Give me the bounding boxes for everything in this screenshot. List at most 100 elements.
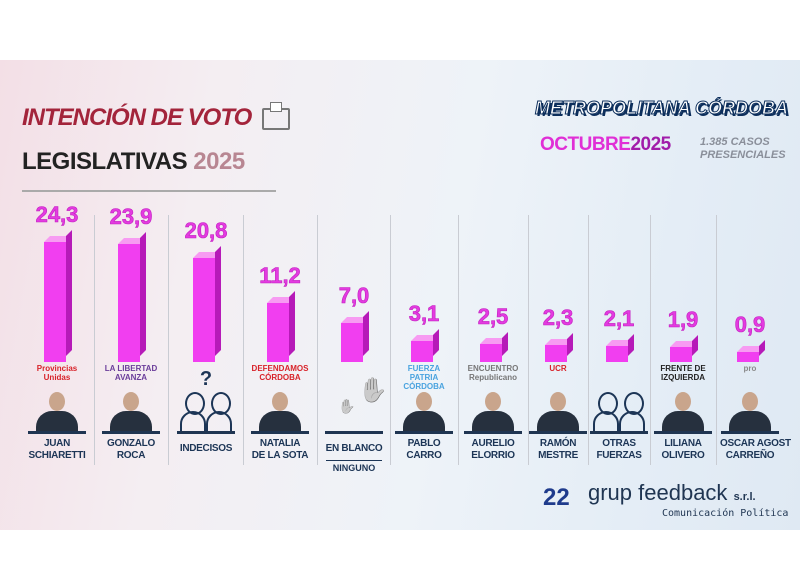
name-line-1: AURELIO — [471, 438, 515, 449]
candidate-name: GONZALO ROCA — [101, 438, 161, 462]
column-divider — [317, 215, 318, 465]
name-line-2: MESTRE — [538, 450, 578, 461]
photo-body — [729, 411, 771, 432]
column-divider — [243, 215, 244, 465]
bar-10 — [737, 339, 765, 362]
photo-head — [675, 392, 691, 411]
column-divider — [528, 215, 529, 465]
candidate-name: INDECISOS — [176, 443, 236, 455]
photo-base — [721, 431, 779, 434]
value-label: 2,1 — [603, 306, 635, 332]
candidate-photo — [107, 390, 155, 432]
name-line-1: OTRAS — [602, 438, 636, 449]
value-label: 23,9 — [109, 203, 153, 229]
bar-6 — [480, 332, 508, 362]
title-year: 2025 — [193, 148, 245, 175]
candidate-photo — [256, 390, 304, 432]
bar-0 — [44, 229, 72, 362]
value-label: 11,2 — [259, 263, 301, 289]
survey-year: 2025 — [630, 134, 671, 155]
name-line-1: LILIANA — [664, 438, 702, 449]
column-divider — [650, 215, 651, 465]
outline-body — [619, 411, 645, 432]
name-line-1: GONZALO — [107, 438, 155, 449]
photo-base — [395, 431, 453, 434]
cases-line-2: PRESENCIALES — [700, 149, 786, 161]
bar-3 — [267, 291, 295, 362]
raised-hand-icon: ✋ — [358, 377, 388, 404]
photo-head — [49, 392, 65, 411]
photo-body — [36, 411, 78, 432]
name-line-2: CARREÑO — [725, 450, 775, 461]
party-logo: ? — [199, 368, 213, 390]
name-line-1: RAMÓN — [539, 438, 577, 449]
candidate-photo — [534, 390, 582, 432]
candidate-photo — [33, 390, 81, 432]
candidate-name: OSCAR AGOST CARREÑO — [720, 438, 791, 462]
photo-base — [529, 431, 587, 434]
photo-head — [742, 392, 758, 411]
outline-body — [180, 411, 206, 432]
candidate-name: LILIANA OLIVERO — [653, 438, 713, 462]
outline-body — [206, 411, 232, 432]
name-line-2: SCHIARETTI — [28, 450, 86, 461]
photo-head — [416, 392, 432, 411]
photo-base — [325, 431, 383, 434]
photo-head — [272, 392, 288, 411]
name-line-1: JUAN — [43, 438, 71, 449]
name-line-2: CARRO — [406, 450, 442, 461]
photo-base — [177, 431, 235, 434]
column-divider — [458, 215, 459, 465]
column-divider — [94, 215, 95, 465]
value-label: 1,9 — [667, 307, 699, 333]
candidate-name: EN BLANCO — [324, 443, 384, 455]
photo-body — [537, 411, 579, 432]
photo-head — [485, 392, 501, 411]
value-label: 7,0 — [338, 283, 370, 309]
photo-base — [590, 431, 648, 434]
cases-line-1: 1.385 CASOS — [700, 136, 770, 148]
region-title: METROPOLITANA CÓRDOBA — [535, 98, 789, 119]
candidate-name: PABLO CARRO — [394, 438, 454, 462]
name-line-1: INDECISOS — [179, 443, 233, 454]
value-label: 2,5 — [477, 304, 509, 330]
bar-side — [66, 229, 72, 356]
survey-month: OCTUBRE — [540, 134, 631, 155]
title-divider — [22, 190, 276, 192]
title-legislativas: LEGISLATIVAS — [22, 148, 188, 175]
party-logo: FUERZA PATRIA CÓRDOBA — [403, 364, 445, 391]
photo-body — [662, 411, 704, 432]
anniversary-logo: 22 — [543, 484, 570, 511]
value-label: 0,9 — [734, 311, 766, 337]
candidate-name: JUAN SCHIARETTI — [27, 438, 87, 462]
person-outline-icon — [593, 390, 619, 432]
feedback-logo: grup feedback s.r.l. — [588, 480, 756, 506]
bar-8 — [606, 334, 634, 362]
candidate-name: OTRAS FUERZAS — [589, 438, 649, 462]
photo-base — [251, 431, 309, 434]
column-divider — [168, 215, 169, 465]
candidate-photo — [659, 390, 707, 432]
raised-hand-icon: ✋ — [338, 398, 356, 414]
candidate-name: AURELIO ELORRIO — [463, 438, 523, 462]
brand-suffix: s.r.l. — [733, 491, 756, 503]
bar-5 — [411, 329, 439, 362]
photo-head — [550, 392, 566, 411]
person-outline-icon — [619, 390, 645, 432]
person-outline-icon — [180, 390, 206, 432]
photo-body — [403, 411, 445, 432]
bar-7 — [545, 333, 573, 362]
bar-side — [140, 231, 146, 356]
candidate-photo — [400, 390, 448, 432]
photo-base — [28, 431, 86, 434]
value-label: 2,3 — [542, 305, 574, 331]
column-divider — [390, 215, 391, 465]
bar-9 — [670, 335, 698, 362]
brand-subtitle: Comunicación Política — [662, 508, 789, 519]
title-line-1: INTENCIÓN DE VOTO — [22, 104, 252, 131]
name-line-2: OLIVERO — [661, 450, 705, 461]
name-line-2: ELORRIO — [471, 450, 515, 461]
photo-head — [123, 392, 139, 411]
bar-4 — [341, 311, 369, 362]
party-logo: UCR — [549, 364, 567, 373]
